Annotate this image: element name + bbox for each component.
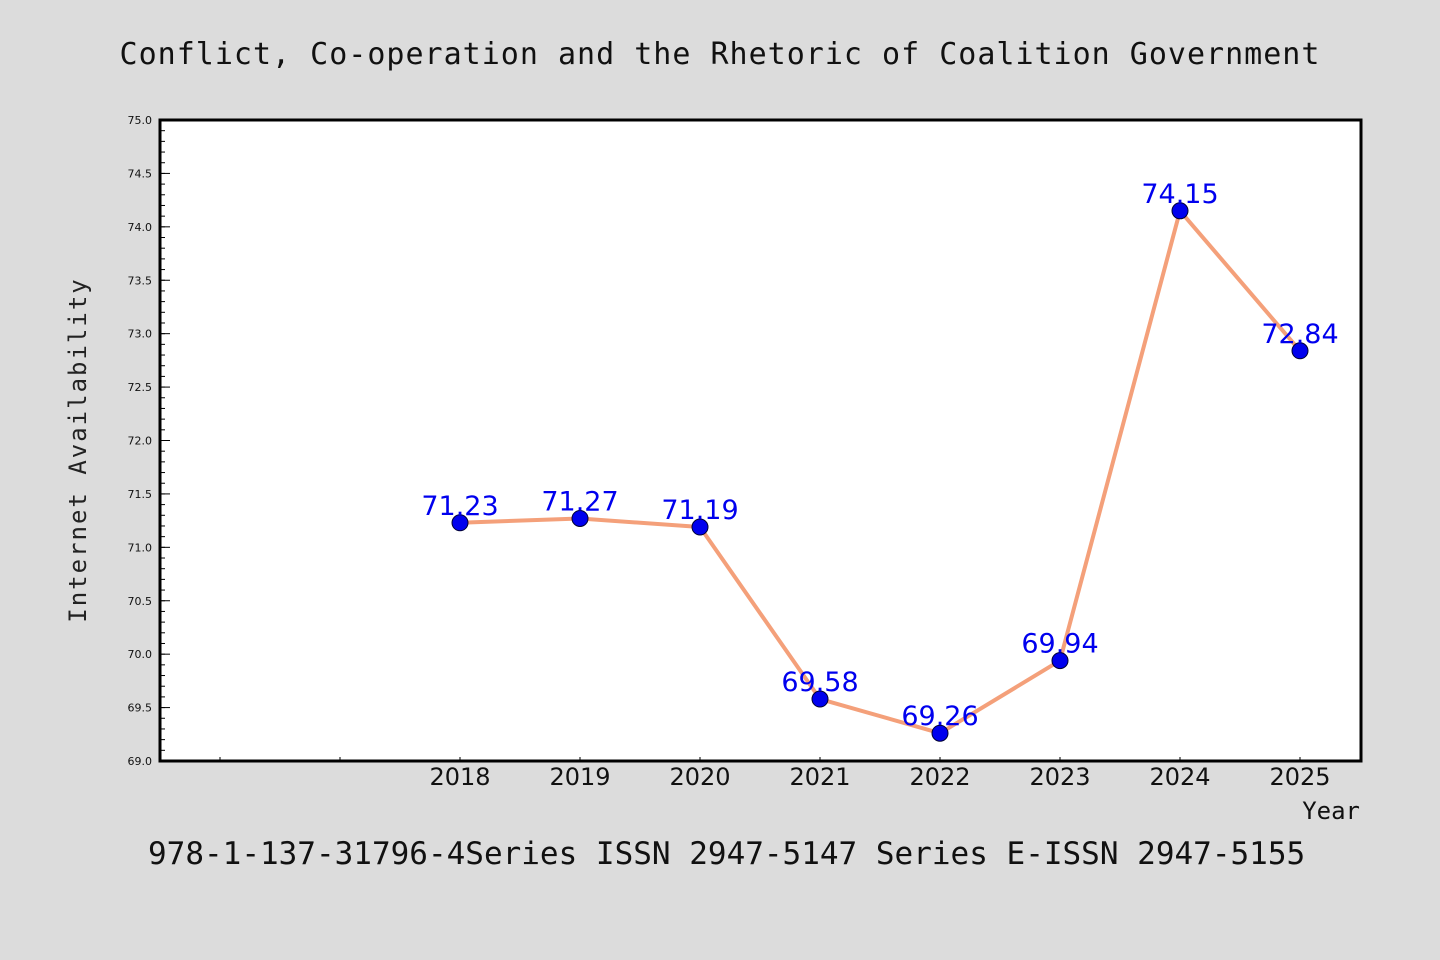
x-tick-label: 2019 <box>549 763 610 791</box>
footer-isbn-text: 978-1-137-31796-4Series ISSN 2947-5147 S… <box>148 836 1305 872</box>
y-tick-label: 72.5 <box>128 381 153 394</box>
y-tick-label: 72.0 <box>128 435 153 448</box>
plot-area <box>158 118 1363 763</box>
data-point-2022 <box>931 724 949 742</box>
data-points <box>451 202 1309 742</box>
data-label-2023: 69.94 <box>1021 629 1098 660</box>
chart-title: Conflict, Co-operation and the Rhetoric … <box>120 37 1321 72</box>
data-point-2021 <box>811 690 829 708</box>
y-axis-label: Internet Availability <box>64 277 92 622</box>
data-label-2021: 69.58 <box>781 667 858 698</box>
x-tick-label: 2023 <box>1029 763 1090 791</box>
data-point-2018 <box>451 514 469 532</box>
data-label-2024: 74.15 <box>1141 179 1218 210</box>
data-point-2019 <box>571 509 589 527</box>
data-point-2020 <box>691 518 709 536</box>
y-tick-label: 69.0 <box>128 755 153 768</box>
y-tick-label: 70.0 <box>128 648 153 661</box>
x-tick-label: 2024 <box>1149 763 1210 791</box>
y-tick-label: 73.0 <box>128 328 153 341</box>
x-axis-label: Year <box>1302 797 1360 825</box>
data-label-2019: 71.27 <box>541 486 618 517</box>
x-tick-label: 2020 <box>669 763 730 791</box>
x-axis-ticks: 2018 2019 2020 2021 2022 2023 2024 2025 <box>219 757 1331 791</box>
y-tick-label: 75.0 <box>128 114 153 127</box>
data-label-2022: 69.26 <box>901 701 978 732</box>
y-tick-label: 71.5 <box>128 488 153 501</box>
x-tick-label: 2021 <box>789 763 850 791</box>
y-tick-label: 74.0 <box>128 221 153 234</box>
data-label-2020: 71.19 <box>661 495 738 526</box>
series-line <box>458 208 1302 736</box>
x-tick-label: 2018 <box>429 763 490 791</box>
data-point-2024 <box>1171 202 1189 220</box>
x-tick-label: 2022 <box>909 763 970 791</box>
y-tick-label: 69.5 <box>128 702 153 715</box>
data-label-2025: 72.84 <box>1261 319 1338 350</box>
y-tick-label: 70.5 <box>128 595 153 608</box>
data-label-2018: 71.23 <box>421 491 498 522</box>
y-tick-label: 74.5 <box>128 167 153 180</box>
y-tick-label: 73.5 <box>128 274 153 287</box>
y-axis-ticks: 69.0 69.5 70.0 70.5 71.0 71.5 72.0 72.5 73.0 73.5… <box>128 114 170 768</box>
x-tick-label: 2025 <box>1269 763 1330 791</box>
y-tick-label: 71.0 <box>128 541 153 554</box>
data-labels: 71.23 71.27 71.19 69.58 69.26 69.94 74.15 72.84 <box>421 179 1338 732</box>
data-point-2023 <box>1051 652 1069 670</box>
data-point-2025 <box>1291 342 1309 360</box>
